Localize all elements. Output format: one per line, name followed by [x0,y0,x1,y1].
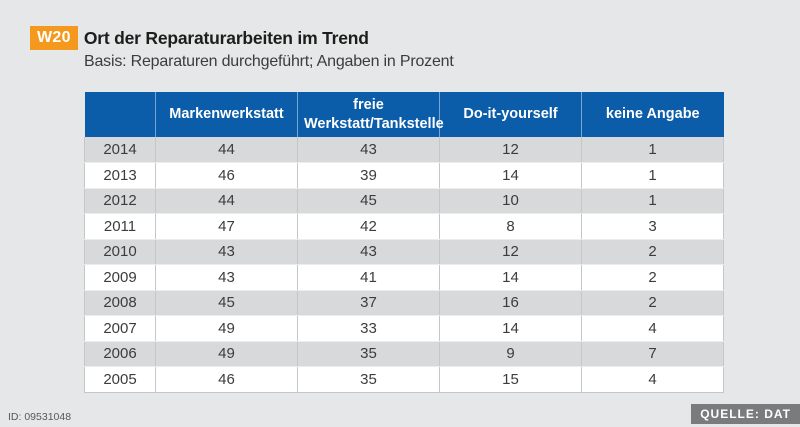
value-cell: 14 [439,162,582,189]
value-cell: 9 [439,341,582,367]
page-subtitle: Basis: Reparaturen durchgeführt; Angaben… [84,53,454,70]
figure-number-badge: W20 [30,26,78,50]
table-row: 2010 43 43 12 2 [84,239,724,265]
value-cell: 42 [297,213,440,240]
value-cell: 1 [581,188,724,214]
year-cell: 2010 [84,239,156,265]
repair-location-table: Markenwerkstatt freie Werkstatt/Tankstel… [84,92,724,393]
column-header-markenwerkstatt: Markenwerkstatt [155,92,298,137]
value-cell: 46 [155,366,298,393]
year-cell: 2013 [84,162,156,189]
value-cell: 49 [155,315,298,342]
table-row: 2013 46 39 14 1 [84,162,724,189]
table-row: 2007 49 33 14 4 [84,315,724,342]
value-cell: 46 [155,162,298,189]
value-cell: 45 [297,188,440,214]
table-row: 2011 47 42 8 3 [84,213,724,240]
value-cell: 47 [155,213,298,240]
value-cell: 15 [439,366,582,393]
table-row: 2009 43 41 14 2 [84,264,724,291]
value-cell: 14 [439,264,582,291]
page-title: Ort der Reparaturarbeiten im Trend [83,27,369,48]
value-cell: 3 [581,213,724,240]
table-row: 2014 44 43 12 1 [84,137,724,163]
year-cell: 2014 [84,137,156,163]
value-cell: 1 [581,162,724,189]
value-cell: 43 [155,264,298,291]
year-cell: 2008 [84,290,156,316]
value-cell: 49 [155,341,298,367]
header-row: Markenwerkstatt freie Werkstatt/Tankstel… [84,92,724,137]
value-cell: 4 [581,315,724,342]
value-cell: 12 [439,137,582,163]
value-cell: 2 [581,264,724,291]
table-row: 2008 45 37 16 2 [84,290,724,316]
year-cell: 2006 [84,341,156,367]
value-cell: 16 [439,290,582,316]
column-header-year [84,92,156,137]
table-row: 2012 44 45 10 1 [84,188,724,214]
value-cell: 41 [297,264,440,291]
table-row: 2006 49 35 9 7 [84,341,724,367]
year-cell: 2005 [84,366,156,393]
value-cell: 39 [297,162,440,189]
year-cell: 2012 [84,188,156,214]
table-row: 2005 46 35 15 4 [84,366,724,393]
value-cell: 43 [155,239,298,265]
value-cell: 8 [439,213,582,240]
value-cell: 7 [581,341,724,367]
column-header-do-it-yourself: Do-it-yourself [439,92,582,137]
value-cell: 2 [581,239,724,265]
value-cell: 44 [155,188,298,214]
value-cell: 43 [297,137,440,163]
value-cell: 43 [297,239,440,265]
figure-id-label: ID: 09531048 [8,411,72,423]
value-cell: 10 [439,188,582,214]
column-header-keine-angabe: keine Angabe [581,92,724,137]
value-cell: 12 [439,239,582,265]
value-cell: 1 [581,137,724,163]
value-cell: 33 [297,315,440,342]
value-cell: 4 [581,366,724,393]
table-body: 2014 44 43 12 1 2013 46 39 14 1 2012 44 45 10 1 2011 47 4… [84,137,724,393]
year-cell: 2011 [84,213,156,240]
source-badge: QUELLE: DAT [691,404,800,424]
table-header: Markenwerkstatt freie Werkstatt/Tankstel… [84,92,724,137]
column-header-freie-werkstatt: freie Werkstatt/Tankstelle [297,92,444,137]
value-cell: 44 [155,137,298,163]
value-cell: 45 [155,290,298,316]
title-block: W20 Ort der Reparaturarbeiten im Trend B… [30,26,454,71]
value-cell: 35 [297,366,440,393]
value-cell: 37 [297,290,440,316]
value-cell: 35 [297,341,440,367]
year-cell: 2007 [84,315,156,342]
value-cell: 2 [581,290,724,316]
year-cell: 2009 [84,264,156,291]
value-cell: 14 [439,315,582,342]
